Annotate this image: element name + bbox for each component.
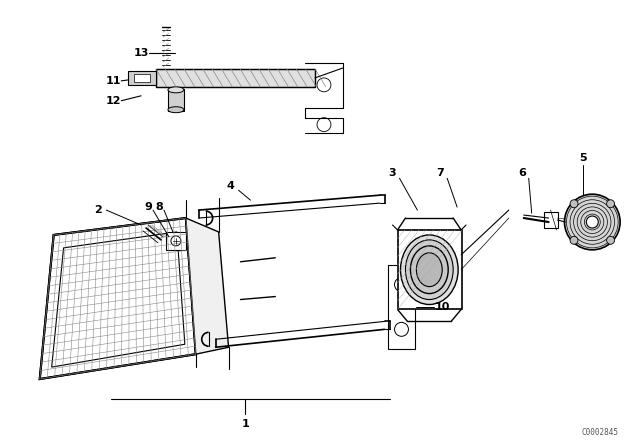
Text: 1: 1	[241, 419, 250, 429]
Circle shape	[317, 118, 331, 132]
Bar	[397, 230, 462, 310]
Text: 9: 9	[144, 202, 152, 212]
Bar	[168, 89, 184, 111]
Bar	[543, 212, 557, 228]
Bar	[134, 74, 150, 82]
Circle shape	[171, 236, 181, 246]
Polygon shape	[186, 218, 228, 354]
Text: 12: 12	[106, 96, 121, 106]
Circle shape	[570, 236, 578, 244]
Bar	[156, 69, 315, 87]
Circle shape	[394, 323, 408, 336]
Text: 5: 5	[580, 153, 587, 164]
Text: 7: 7	[436, 168, 444, 178]
Bar	[388, 265, 415, 349]
Circle shape	[570, 200, 578, 208]
Bar	[166, 232, 186, 250]
Circle shape	[564, 194, 620, 250]
Text: 6: 6	[518, 168, 525, 178]
Text: 11: 11	[106, 76, 121, 86]
Text: 8: 8	[155, 202, 163, 212]
Text: 4: 4	[227, 181, 234, 191]
Ellipse shape	[401, 235, 458, 305]
Polygon shape	[40, 218, 196, 379]
Circle shape	[607, 200, 614, 208]
Text: 13: 13	[133, 48, 149, 58]
Text: 2: 2	[95, 205, 102, 215]
Ellipse shape	[417, 253, 442, 287]
Bar	[156, 69, 315, 87]
Bar	[128, 71, 156, 85]
Ellipse shape	[406, 240, 453, 300]
Ellipse shape	[410, 246, 448, 293]
Circle shape	[607, 236, 614, 244]
Text: 3: 3	[388, 168, 396, 178]
Text: 10: 10	[435, 302, 450, 312]
Ellipse shape	[168, 87, 184, 93]
Text: C0002845: C0002845	[581, 428, 618, 437]
Circle shape	[317, 78, 331, 92]
Ellipse shape	[168, 107, 184, 113]
Circle shape	[394, 278, 408, 292]
Circle shape	[586, 216, 598, 228]
